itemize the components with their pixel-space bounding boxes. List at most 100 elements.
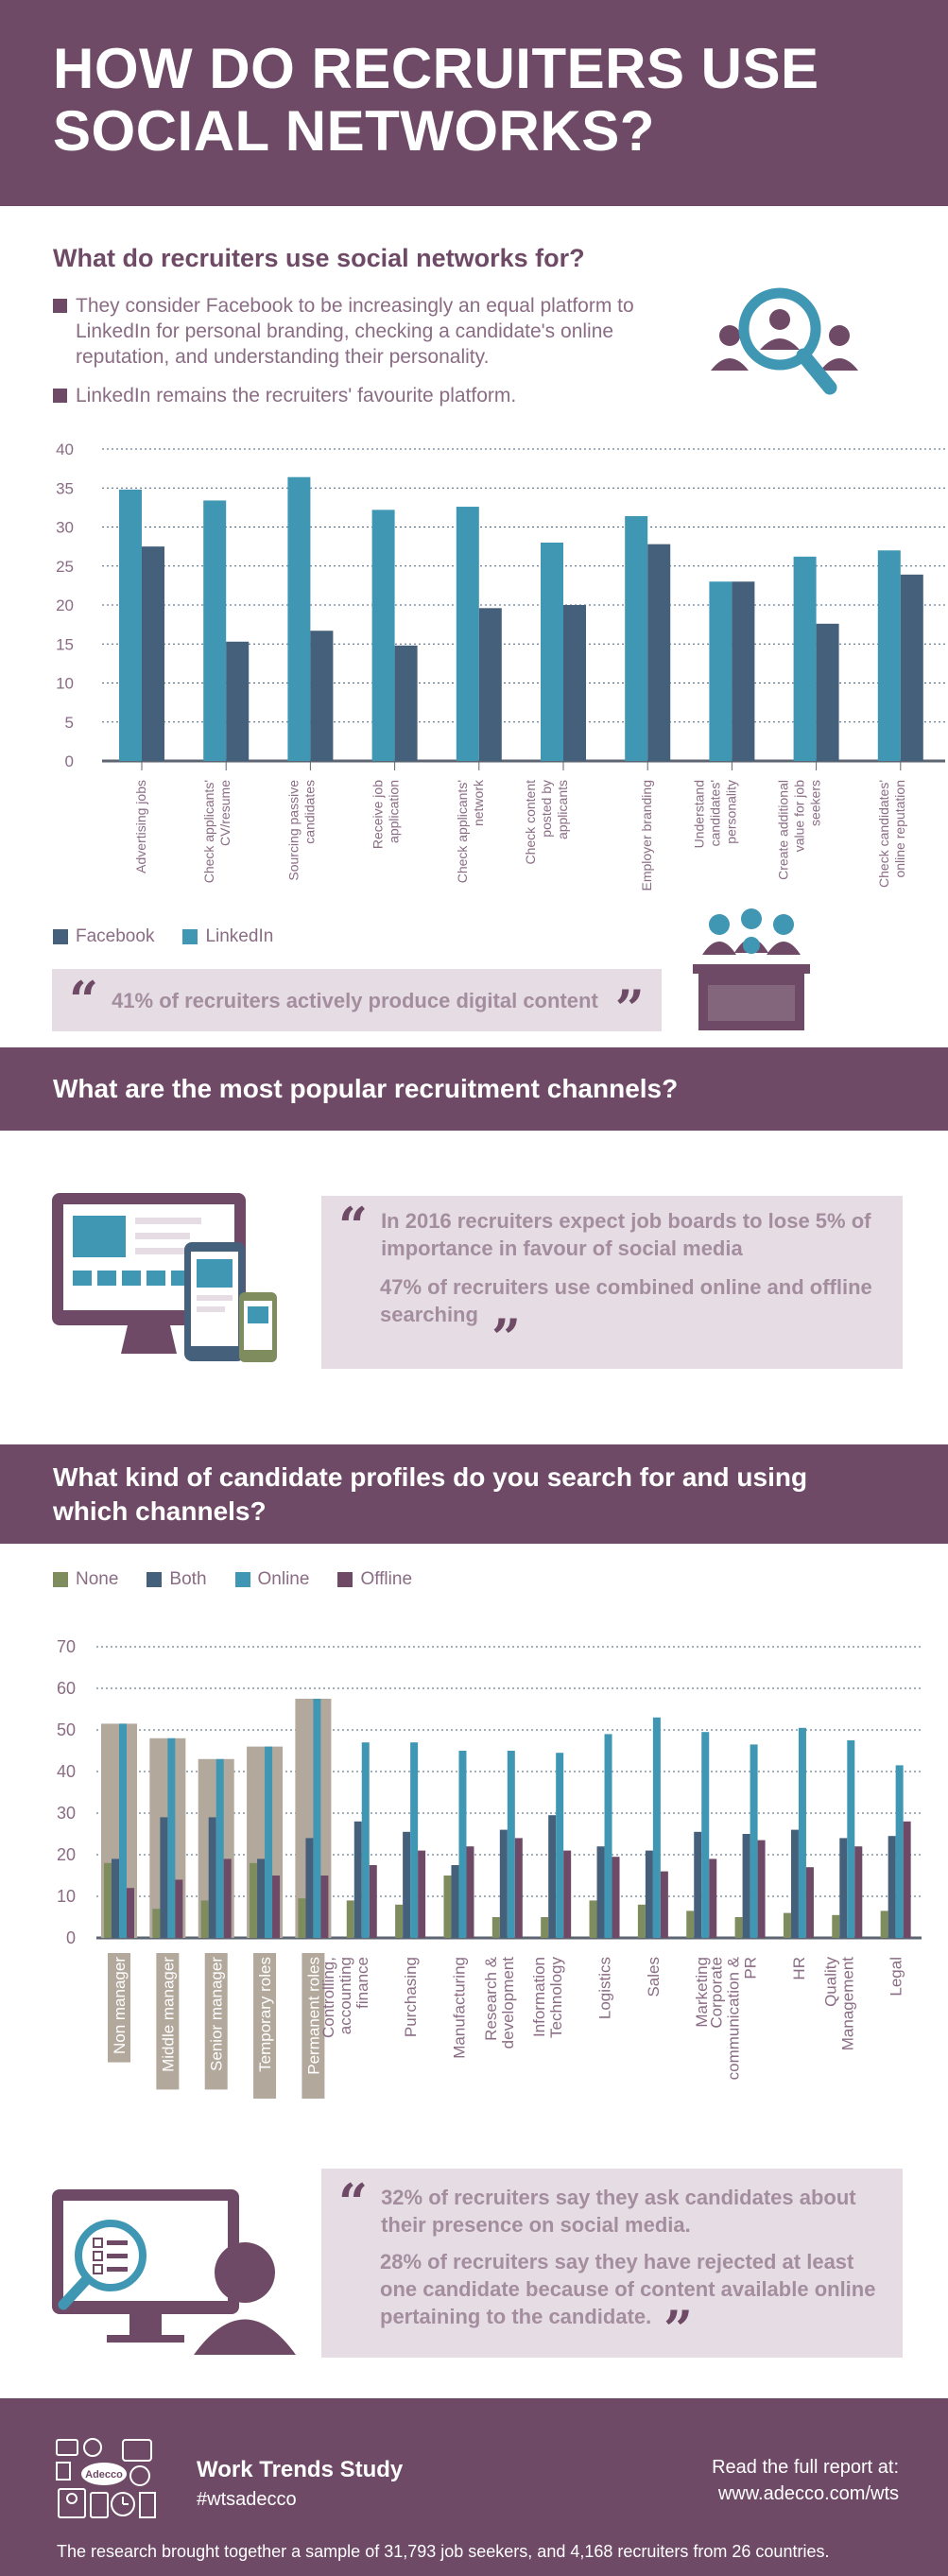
bar-offline (805, 1867, 814, 1938)
bar-linkedin (709, 581, 733, 761)
bar-linkedin (877, 550, 901, 761)
highlight-label-bg (204, 1953, 228, 2090)
bar-none (200, 1900, 209, 1938)
legend-swatch (147, 1572, 163, 1587)
bar-both (353, 1821, 362, 1938)
quote-text: 47% of recruiters use combined online an… (380, 1275, 872, 1326)
bar-linkedin (456, 507, 479, 761)
bar-none (783, 1912, 791, 1938)
bar-none (104, 1862, 112, 1938)
close-quote-icon: ” (491, 1307, 522, 1368)
bar-offline (175, 1879, 183, 1938)
bar-facebook (142, 546, 164, 761)
svg-text:Advertising jobs: Advertising jobs (133, 780, 148, 873)
chart-social-network-uses: 0 5 10 15 20 25 30 35 40 Advertising jobs Check ap… (56, 441, 945, 891)
bar-online (556, 1753, 564, 1938)
x-tick-label: Advertising jobs (133, 780, 148, 873)
x-tick-label: Marketing (693, 1957, 711, 2028)
bar-online (604, 1734, 612, 1938)
svg-text:Non manager: Non manager (111, 1957, 129, 2054)
x-tick-label: QualityManagement (821, 1957, 856, 2051)
x-tick-label: Check applicants'network (455, 779, 486, 883)
quote-text: 32% of recruiters say they ask candidate… (381, 2186, 856, 2237)
svg-text:Manufacturing: Manufacturing (450, 1957, 468, 2059)
bar-offline (757, 1840, 766, 1938)
x-tick-label: Check contentposted byapplicants (523, 780, 570, 865)
bar-none (734, 1917, 743, 1938)
x-tick-label: Purchasing (402, 1957, 420, 2037)
bar-none (395, 1904, 404, 1938)
bar-linkedin (793, 556, 817, 761)
y-tick-label: 40 (57, 1762, 76, 1781)
x-tick-label: Understandcandidates'personality (691, 780, 738, 848)
bar-none (541, 1917, 549, 1938)
x-tick-label: Receive jobapplication (371, 780, 402, 849)
legend-online: Online (234, 1569, 309, 1590)
bar-offline (369, 1865, 377, 1938)
candidate-screening-icon (52, 2189, 296, 2355)
y-tick-label: 10 (56, 675, 74, 693)
bar-none (298, 1898, 306, 1938)
logo-text: Adecco (85, 2469, 123, 2481)
bar-online (265, 1746, 273, 1938)
bar-online (701, 1732, 710, 1938)
bar-facebook (394, 645, 418, 761)
y-tick-label: 0 (65, 752, 74, 770)
legend-swatch (234, 1572, 250, 1587)
bar-offline (127, 1888, 134, 1938)
close-quote-icon: ” (614, 978, 645, 1039)
x-tick-label: Controlling,accountingfinance (319, 1957, 371, 2038)
svg-text:Permanent roles: Permanent roles (304, 1957, 322, 2075)
hashtag: #wtsadecco (197, 2489, 297, 2510)
bar-linkedin (203, 500, 227, 761)
y-tick-label: 5 (65, 714, 74, 732)
chart2-legend: None Both Online Offline (53, 1569, 440, 1590)
bar-linkedin (371, 510, 395, 761)
svg-text:Senior manager: Senior manager (208, 1957, 226, 2071)
bar-offline (563, 1850, 572, 1938)
quote-digital-content: “ 41% of recruiters actively produce dig… (52, 969, 662, 1039)
open-quote-icon: “ (69, 970, 99, 1030)
legend-label: Offline (360, 1569, 413, 1589)
legend-both: Both (147, 1569, 207, 1590)
x-tick-label: HR (790, 1957, 808, 1980)
svg-text:QualityManagement: QualityManagement (821, 1957, 856, 2051)
bar-offline (854, 1846, 863, 1938)
legend-label: None (76, 1569, 119, 1589)
bar-online (458, 1751, 467, 1938)
bar-online (507, 1751, 515, 1938)
svg-text:Check applicants'network: Check applicants'network (455, 779, 486, 883)
svg-text:Middle manager: Middle manager (159, 1957, 177, 2072)
x-tick-label: Logistics (596, 1957, 614, 2019)
x-tick-label: Check applicants'CV/resume (201, 780, 233, 884)
svg-text:Research &development: Research &development (482, 1956, 517, 2049)
y-tick-label: 70 (57, 1637, 76, 1656)
bullet-square-icon (53, 389, 67, 403)
x-tick-label: Non manager (111, 1957, 129, 2054)
footer: Adecco Work Trends Study #wtsadecco Read… (0, 2398, 948, 2576)
adecco-logo-icon: Adecco (56, 2438, 156, 2518)
bar-none (686, 1910, 695, 1938)
svg-text:Check applicants'CV/resume: Check applicants'CV/resume (201, 780, 233, 884)
bar-none (152, 1909, 161, 1938)
bar-online (167, 1738, 176, 1938)
study-name: Work Trends Study (197, 2457, 404, 2482)
legend-facebook: Facebook (53, 926, 154, 947)
bar-offline (660, 1871, 668, 1938)
x-tick-label: Corporatecommunication &PR (708, 1956, 760, 2080)
svg-text:Corporatecommunication &PR: Corporatecommunication &PR (708, 1956, 760, 2080)
bar-facebook (310, 631, 334, 761)
highlight-label-bg (108, 1953, 130, 2063)
quote-row: 47% of recruiters use combined online an… (380, 1273, 880, 1328)
bar-offline (223, 1859, 232, 1938)
highlight-label-bg (302, 1953, 325, 2099)
quote-channels: “ In 2016 recruiters expect job boards t… (321, 1196, 903, 1369)
bar-both (451, 1865, 459, 1938)
open-quote-icon: “ (338, 2172, 369, 2233)
bar-both (596, 1846, 605, 1938)
legend-offline: Offline (337, 1569, 412, 1590)
footer-note: The research brought together a sample o… (57, 2542, 830, 2561)
bar-none (491, 1917, 500, 1938)
bar-both (790, 1829, 799, 1938)
report-link[interactable]: www.adecco.com/wts (717, 2483, 899, 2504)
